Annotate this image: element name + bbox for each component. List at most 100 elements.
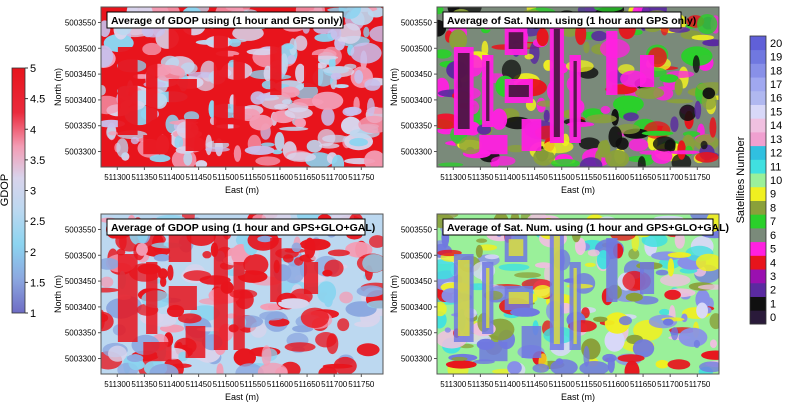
map-blob xyxy=(695,253,719,272)
building-block xyxy=(521,326,542,358)
map-blob xyxy=(284,342,316,352)
map-blob xyxy=(178,313,202,324)
map-blob xyxy=(101,313,109,323)
plot-title-text: Average of Sat. Num. using (1 hour and G… xyxy=(447,15,696,27)
map-blob xyxy=(331,154,345,167)
y-tick-label: 5003500 xyxy=(401,44,433,53)
map-blob xyxy=(350,42,382,64)
sat-tick-label: 2 xyxy=(770,285,776,297)
map-blob xyxy=(491,108,508,130)
sat-tick-label: 15 xyxy=(770,106,782,118)
map-blob xyxy=(356,285,383,297)
map-blob xyxy=(481,40,489,58)
map-blob xyxy=(624,360,640,374)
map-blob xyxy=(586,114,617,124)
map-blob xyxy=(579,361,610,374)
map-blob xyxy=(699,361,719,373)
map-blob xyxy=(628,248,640,260)
sat-tick-label: 6 xyxy=(770,230,776,242)
map-blob xyxy=(261,345,272,366)
building-block xyxy=(640,55,655,87)
x-tick-label: 511400 xyxy=(158,380,185,389)
building-block xyxy=(146,55,158,127)
building-block xyxy=(168,286,197,310)
map-blob xyxy=(475,244,483,258)
building-block xyxy=(168,79,197,103)
map-blob xyxy=(142,42,162,56)
building-block xyxy=(168,233,192,262)
gdop-colorbar: 5 4.5 4 3.5 3 2.5 2 1.5 1 GDOP xyxy=(0,63,45,320)
sat-tick-label: 11 xyxy=(770,161,781,173)
map-blob xyxy=(151,313,177,327)
sat-colorbar-frame xyxy=(749,35,767,325)
map-blob xyxy=(180,62,198,74)
y-axis-label: North (m) xyxy=(389,275,399,313)
gdop-tick-label: 4 xyxy=(30,124,36,136)
map-blob xyxy=(593,316,608,322)
map-blob xyxy=(101,276,114,288)
map-blob xyxy=(697,14,718,35)
x-axis-label: East (m) xyxy=(561,185,595,195)
map-blob xyxy=(575,23,587,45)
x-tick-label: 511300 xyxy=(440,173,467,182)
y-tick-label: 5003300 xyxy=(65,148,97,157)
map-blob xyxy=(550,359,578,374)
map-blob xyxy=(691,34,714,41)
sat-color-bin xyxy=(750,173,766,188)
building-block xyxy=(146,262,158,334)
map-blob xyxy=(101,95,122,115)
map-blob xyxy=(286,152,316,162)
map-blob xyxy=(695,152,719,163)
sat-tick-label: 10 xyxy=(770,175,782,187)
y-tick-label: 5003400 xyxy=(401,303,433,312)
map-blob xyxy=(116,138,129,158)
map-blob xyxy=(639,150,661,155)
x-tick-label: 511500 xyxy=(213,380,240,389)
building-core xyxy=(573,268,577,344)
map-blob xyxy=(263,65,272,82)
building-core xyxy=(573,61,577,137)
map-blob xyxy=(322,66,349,74)
x-tick-label: 511450 xyxy=(522,173,549,182)
map-blob xyxy=(321,107,335,126)
x-tick-label: 511650 xyxy=(630,173,657,182)
map-blob xyxy=(364,79,381,91)
x-tick-label: 511300 xyxy=(440,380,467,389)
x-tick-label: 511750 xyxy=(348,173,375,182)
map-blob xyxy=(354,321,376,328)
map-blob xyxy=(367,98,375,117)
sat-tick-label: 1 xyxy=(770,298,776,310)
x-tick-label: 511400 xyxy=(494,380,521,389)
map-blob xyxy=(116,248,126,256)
building-block xyxy=(143,342,172,362)
building-block xyxy=(117,47,138,135)
sat-tick-label: 5 xyxy=(770,244,776,256)
map-blob xyxy=(667,252,692,258)
plot-title-text: Average of Sat. Num. using (1 hour and G… xyxy=(447,222,729,234)
x-axis-label: East (m) xyxy=(561,392,595,402)
map-blob xyxy=(284,107,313,119)
x-tick-label: 511600 xyxy=(267,380,294,389)
y-axis-label: North (m) xyxy=(53,68,63,106)
map-blob xyxy=(536,28,549,47)
map-blob xyxy=(670,327,679,341)
map-blob xyxy=(294,257,304,266)
sat-color-bin xyxy=(750,296,766,311)
map-blob xyxy=(149,154,171,163)
sat-tick-label: 12 xyxy=(770,148,782,160)
map-blob xyxy=(602,353,617,363)
y-tick-label: 5003450 xyxy=(65,70,97,79)
map-blob xyxy=(363,26,370,38)
map-blob xyxy=(195,160,208,167)
map-blob xyxy=(693,339,701,349)
map-blob xyxy=(204,147,230,152)
map-blob xyxy=(444,327,451,333)
building-core xyxy=(508,32,524,49)
map-blob xyxy=(101,258,120,270)
x-tick-label: 511600 xyxy=(603,380,630,389)
y-tick-label: 5003300 xyxy=(65,355,97,364)
map-blob xyxy=(620,70,647,88)
sat-color-bin xyxy=(750,118,766,133)
gdop-tick-label: 3.5 xyxy=(30,155,45,167)
map-blob xyxy=(260,142,275,147)
